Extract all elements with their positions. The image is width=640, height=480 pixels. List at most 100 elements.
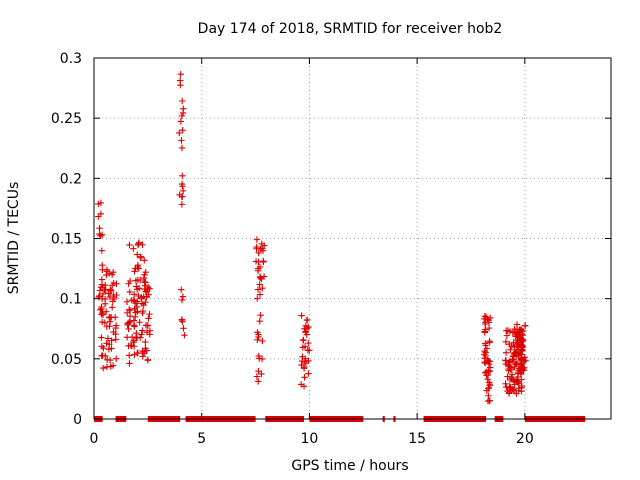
data-point [179,193,186,200]
data-point [256,263,264,271]
data-point [481,359,489,367]
data-point [254,329,261,336]
data-point [508,371,516,378]
data-point [507,346,514,353]
data-point [179,187,187,195]
data-point [178,316,186,323]
data-point [102,308,110,315]
data-point [142,338,149,346]
data-point [177,118,185,125]
data-point [132,265,139,272]
data-point [502,338,510,345]
data-point [300,363,308,371]
data-point [139,327,146,334]
data-point [519,327,527,335]
data-point [515,329,522,336]
data-point [303,331,311,338]
data-point [515,380,522,387]
data-point [108,337,115,344]
data-point [126,312,134,320]
data-point [255,333,262,341]
data-point [132,313,139,321]
data-point [98,318,106,326]
data-point [142,322,150,329]
data-point [112,336,119,343]
data-point [305,323,312,331]
data-point [130,321,138,329]
data-point [482,349,489,356]
data-point [300,336,307,344]
data-point [503,383,510,391]
data-point [518,341,525,348]
data-point [140,350,148,357]
data-point [130,245,137,252]
data-point [513,359,521,367]
data-point [302,328,309,335]
data-point [125,325,132,333]
chart-title: Day 174 of 2018, SRMTID for receiver hob… [198,21,503,37]
data-point [302,355,309,362]
data-point [177,70,184,78]
x-tick-label: 10 [301,431,319,447]
data-point [141,282,149,289]
data-point [505,367,512,374]
data-point [484,376,491,383]
data-point [515,350,522,357]
data-point [302,322,310,330]
data-point [140,293,147,300]
data-point [256,291,264,298]
data-point [178,286,185,293]
data-point [254,286,262,293]
data-point [103,271,110,279]
data-point [513,390,520,397]
data-point [99,309,106,317]
data-point [502,349,510,356]
x-tick-label: 0 [90,431,99,447]
data-point [104,356,111,363]
data-point [521,322,529,329]
data-point [108,345,115,352]
data-point [136,319,143,326]
data-point [484,397,492,405]
data-point [100,344,107,352]
data-point [133,303,141,311]
data-point [178,112,186,120]
data-point [502,380,509,388]
data-point [179,97,186,105]
data-point [144,284,152,291]
data-point [98,303,105,311]
x-tick-label: 5 [197,431,206,447]
data-point [179,126,186,134]
data-point [260,258,267,266]
data-point [504,327,512,334]
data-point [105,270,113,277]
data-point [130,339,137,346]
data-point [110,295,118,303]
data-point [97,199,105,207]
data-point [255,352,262,360]
data-point [97,232,104,239]
data-point [142,269,149,276]
data-point [255,249,262,257]
data-point [108,304,116,311]
data-point [96,287,104,294]
data-point [95,293,102,301]
data-point [126,360,133,367]
data-point [131,268,138,275]
data-point [146,310,153,318]
data-point [257,245,264,253]
data-point [98,281,106,288]
data-point [126,288,133,296]
data-point [510,386,517,394]
data-point [178,137,185,144]
data-point [505,389,513,397]
data-point [96,292,103,300]
data-point [137,253,145,260]
data-point [126,241,133,249]
data-point [258,370,265,378]
data-point [98,352,105,360]
data-point [97,306,104,314]
data-point [141,278,148,286]
data-point [108,271,116,278]
